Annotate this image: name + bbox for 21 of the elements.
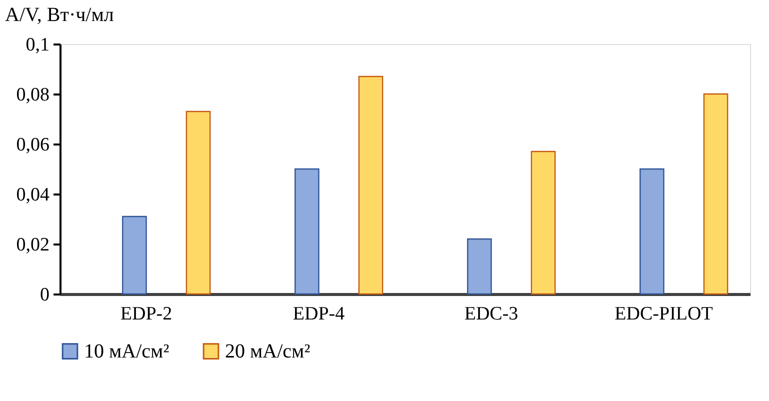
legend-label: 20 мА/см² [225, 340, 310, 362]
legend-label: 10 мА/см² [84, 340, 170, 362]
bar [530, 150, 556, 295]
y-tick-label: 0,06 [16, 134, 50, 156]
bar [703, 93, 728, 295]
y-tick-label: 0,02 [16, 234, 50, 256]
y-tick-label: 0,04 [16, 184, 50, 206]
x-tick-label: EDC-3 [464, 304, 518, 324]
y-tick-label: 0,08 [16, 84, 50, 106]
y-tick-label: 0 [40, 284, 50, 306]
bar [640, 168, 664, 295]
bar [294, 168, 320, 295]
x-tick-label: EDP-2 [120, 304, 172, 324]
bar [467, 238, 492, 295]
bar [186, 110, 211, 295]
x-tick-label: EDC-PILOT [614, 304, 714, 324]
x-tick-label: EDP-4 [292, 304, 346, 324]
y-axis-title: A/V, Вт·ч/мл [5, 4, 114, 26]
bar [122, 216, 147, 295]
bar [358, 76, 384, 295]
y-tick-label: 0,1 [26, 34, 50, 56]
